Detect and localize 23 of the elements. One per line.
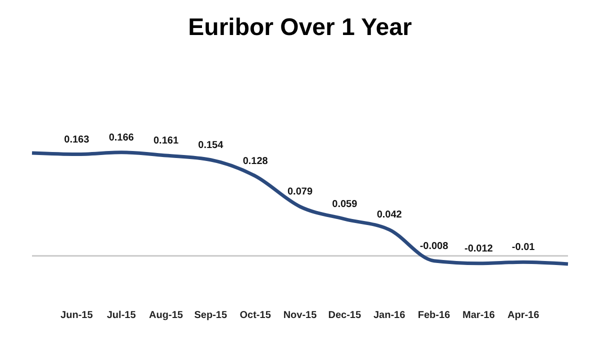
- data-label: 0.042: [376, 210, 402, 221]
- x-tick-label: Mar-16: [462, 310, 496, 322]
- x-tick-label: Sep-15: [194, 310, 228, 322]
- data-label: 0.128: [242, 156, 268, 168]
- x-tick-label: Oct-15: [240, 310, 272, 322]
- data-label: 0.161: [153, 136, 179, 147]
- data-label: 0.154: [198, 140, 224, 151]
- data-label: -0.01: [512, 242, 536, 254]
- x-tick-label: Jan-16: [373, 310, 406, 322]
- x-tick-label: Aug-15: [149, 310, 184, 322]
- x-tick-label: Jul-15: [106, 310, 136, 322]
- data-label: -0.012: [464, 243, 494, 254]
- data-label: 0.163: [64, 134, 90, 146]
- x-tick-label: Jun-15: [60, 310, 94, 322]
- data-label: -0.008: [420, 240, 449, 252]
- x-tick-label: Nov-15: [283, 310, 318, 322]
- data-label: 0.059: [332, 199, 358, 210]
- x-tick-label: Dec-15: [328, 310, 362, 322]
- x-tick-label: Apr-16: [507, 310, 540, 322]
- data-label: 0.166: [108, 132, 134, 144]
- chart-title: Euribor Over 1 Year: [187, 14, 413, 42]
- data-label: 0.079: [287, 186, 313, 198]
- x-tick-label: Feb-16: [418, 310, 451, 322]
